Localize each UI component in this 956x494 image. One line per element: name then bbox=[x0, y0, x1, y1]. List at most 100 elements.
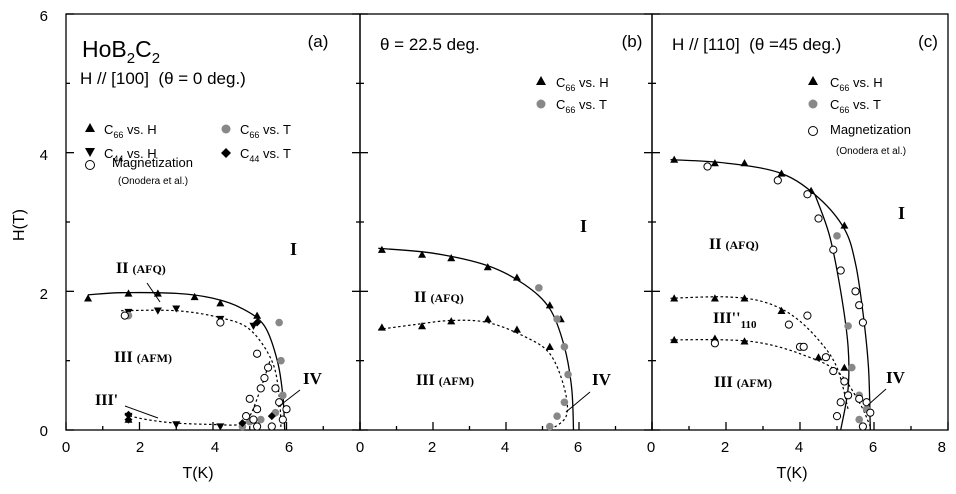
y-axis-label: H(T) bbox=[11, 209, 28, 241]
legend-marker-circle-gray bbox=[536, 99, 546, 109]
annotation-pointer bbox=[277, 389, 301, 408]
x-tick-label: 0 bbox=[62, 439, 70, 456]
data-point-circle bbox=[553, 412, 561, 420]
data-point-diamond bbox=[124, 415, 133, 424]
x-tick-label: 2 bbox=[721, 439, 729, 456]
data-point-open-circle bbox=[840, 377, 849, 386]
panel-b-title: θ = 22.5 deg. bbox=[380, 35, 480, 54]
data-point-diamond bbox=[267, 412, 276, 421]
data-point-circle bbox=[564, 370, 572, 379]
annotation-pointer bbox=[867, 388, 887, 406]
data-point-open-circle bbox=[256, 384, 265, 393]
phase-label-I: I bbox=[580, 216, 587, 236]
data-point-open-circle bbox=[245, 394, 254, 403]
legend-reference: (Onodera et al.) bbox=[118, 176, 188, 187]
legend-marker-circle-gray bbox=[808, 99, 818, 109]
legend-marker-triangle-up bbox=[536, 76, 546, 85]
legend-marker-triangle-down bbox=[85, 148, 95, 157]
x-axis-label: T(K) bbox=[182, 465, 213, 482]
phase-boundary bbox=[87, 291, 286, 431]
y-tick-label: 6 bbox=[40, 8, 48, 25]
data-point-open-circle bbox=[799, 342, 808, 351]
data-point-circle bbox=[833, 232, 841, 240]
data-point-open-circle bbox=[267, 422, 276, 431]
phase-label-III-prime: III' bbox=[95, 392, 118, 409]
data-point-open-circle bbox=[829, 245, 838, 254]
data-point-triangle-up bbox=[545, 301, 554, 309]
data-point-triangle-up bbox=[545, 342, 554, 350]
data-point-triangle-up bbox=[447, 254, 456, 262]
data-point-open-circle bbox=[241, 412, 251, 421]
x-tick-label: 4 bbox=[211, 439, 219, 456]
data-point-circle bbox=[277, 356, 285, 365]
data-point-circle bbox=[256, 415, 265, 424]
phase-label-III-afm: III (AFM) bbox=[416, 372, 474, 389]
y-tick-label: 2 bbox=[40, 286, 48, 303]
data-point-triangle-up bbox=[840, 363, 849, 371]
phase-boundary bbox=[814, 194, 850, 431]
legend-magnetization: Magnetization bbox=[830, 122, 911, 137]
x-tick-label: 8 bbox=[938, 439, 946, 456]
data-point-open-circle bbox=[282, 405, 291, 414]
data-point-open-circle bbox=[829, 366, 838, 376]
x-tick-label: 0 bbox=[647, 439, 655, 456]
phase-boundary bbox=[378, 247, 575, 431]
data-point-circle bbox=[848, 363, 856, 372]
x-tick-label: 2 bbox=[136, 439, 144, 456]
panel-label-b: (b) bbox=[622, 32, 643, 51]
data-point-open-circle bbox=[703, 162, 712, 171]
data-point-triangle-up bbox=[483, 315, 492, 323]
data-point-open-circle bbox=[253, 349, 262, 358]
data-point-open-circle bbox=[832, 412, 842, 421]
data-point-circle bbox=[279, 391, 287, 400]
data-point-triangle-up bbox=[84, 294, 93, 302]
data-point-open-circle bbox=[260, 373, 269, 383]
data-point-circle bbox=[855, 415, 863, 424]
data-point-open-circle bbox=[821, 353, 831, 362]
data-point-triangle-up bbox=[447, 317, 456, 325]
legend-marker-open-circle bbox=[808, 126, 818, 136]
phase-label-III-double-prime: III''110 bbox=[713, 310, 757, 331]
legend-marker-triangle-up bbox=[85, 123, 95, 132]
data-point-open-circle bbox=[249, 415, 258, 424]
data-point-open-circle bbox=[216, 318, 225, 327]
panel-c-title: H // [110] (θ =45 deg.) bbox=[672, 35, 841, 54]
material-title: HoB2C2 bbox=[82, 36, 160, 67]
data-point-triangle-down bbox=[172, 421, 181, 429]
data-point-triangle-up bbox=[740, 159, 749, 167]
legend-c66-vs-t: C66 vs. T bbox=[830, 97, 881, 115]
data-point-triangle-up bbox=[418, 322, 427, 330]
legend-c66-vs-t: C66 vs. T bbox=[556, 97, 607, 115]
panel-label-c: (c) bbox=[918, 32, 938, 51]
panel-a-subtitle: H // [100] (θ = 0 deg.) bbox=[80, 69, 246, 88]
data-point-circle bbox=[546, 422, 554, 431]
data-point-open-circle bbox=[773, 176, 782, 185]
data-point-open-circle bbox=[278, 415, 287, 424]
plot-area bbox=[84, 155, 875, 431]
data-point-open-circle bbox=[862, 398, 871, 407]
data-point-open-circle bbox=[844, 391, 853, 400]
x-tick-label: 0 bbox=[356, 439, 364, 456]
legend-marker-circle-gray bbox=[221, 124, 231, 134]
data-point-open-circle bbox=[858, 422, 868, 431]
phase-label-III-afm: III (AFM) bbox=[114, 349, 172, 366]
x-axis-label: T(K) bbox=[776, 465, 807, 482]
x-tick-label: 4 bbox=[501, 439, 509, 456]
data-point-triangle-up bbox=[153, 289, 162, 297]
data-point-triangle-up bbox=[377, 323, 386, 331]
data-point-open-circle bbox=[858, 318, 868, 327]
data-point-open-circle bbox=[253, 422, 262, 431]
legend-marker-open-circle bbox=[85, 160, 95, 170]
data-point-diamond bbox=[124, 410, 133, 419]
data-point-open-circle bbox=[803, 311, 812, 320]
legend-c66-vs-h: C66 vs. H bbox=[104, 122, 157, 140]
data-point-triangle-up bbox=[814, 353, 823, 361]
data-point-triangle-up bbox=[216, 299, 225, 307]
data-point-open-circle bbox=[264, 363, 273, 372]
annotation-pointer bbox=[146, 282, 161, 303]
data-point-circle bbox=[560, 398, 569, 407]
data-point-triangle-up bbox=[840, 221, 849, 229]
data-point-triangle-down bbox=[172, 305, 181, 313]
data-point-triangle-up bbox=[740, 337, 749, 345]
